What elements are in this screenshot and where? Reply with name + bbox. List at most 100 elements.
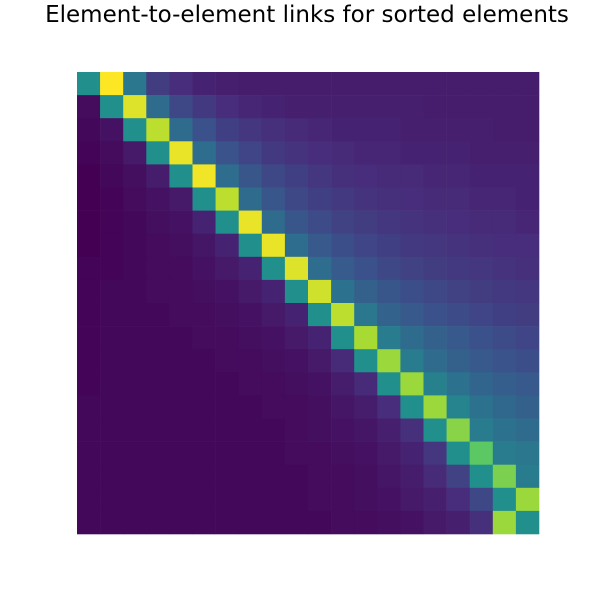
heatmap-cell	[400, 510, 424, 535]
heatmap-cell	[169, 233, 193, 258]
heatmap-cell	[100, 187, 124, 211]
heatmap-cell	[400, 187, 424, 211]
heatmap-cell	[284, 210, 309, 234]
heatmap-cell	[238, 326, 263, 350]
heatmap-cell	[469, 372, 494, 396]
heatmap-cell	[492, 487, 517, 512]
heatmap-cell	[100, 510, 124, 535]
heatmap-cell	[377, 349, 401, 373]
heatmap-cell	[423, 418, 447, 442]
heatmap-cell	[377, 233, 401, 258]
heatmap-cell	[100, 418, 124, 442]
heatmap-cell	[284, 233, 309, 258]
heatmap-cell	[238, 395, 263, 419]
heatmap-cell	[261, 487, 286, 512]
heatmap-cell	[192, 210, 216, 234]
heatmap-cell	[169, 72, 193, 96]
heatmap-cell	[284, 487, 309, 512]
heatmap-cell	[377, 95, 401, 119]
heatmap-cell	[354, 256, 378, 281]
heatmap-cell	[215, 303, 239, 327]
heatmap-cell	[261, 464, 286, 489]
heatmap-cell	[146, 95, 170, 119]
heatmap-cell	[400, 141, 424, 165]
heatmap-cell	[261, 210, 286, 234]
heatmap-cell	[238, 95, 263, 119]
heatmap-cell	[215, 187, 239, 211]
heatmap-cell	[192, 118, 216, 142]
heatmap-cell	[146, 418, 170, 442]
heatmap-cell	[238, 510, 263, 535]
heatmap-cell	[261, 72, 286, 96]
heatmap-cell	[169, 326, 193, 350]
heatmap-cell	[377, 118, 401, 142]
heatmap-cell	[377, 164, 401, 188]
heatmap-cell	[146, 141, 170, 165]
heatmap-cell	[354, 118, 378, 142]
heatmap-cell	[515, 118, 540, 142]
heatmap-cell	[308, 303, 332, 327]
heatmap-cell	[100, 395, 124, 419]
heatmap-cell	[215, 256, 239, 281]
heatmap-cell	[123, 118, 147, 142]
heatmap-cell	[446, 349, 470, 373]
heatmap-cell	[77, 141, 101, 165]
heatmap-cell	[238, 118, 263, 142]
heatmap-cell	[308, 72, 332, 96]
heatmap-cell	[192, 164, 216, 188]
heatmap-cell	[308, 141, 332, 165]
heatmap-cell	[192, 279, 216, 304]
heatmap-cell	[215, 395, 239, 419]
heatmap-cell	[146, 349, 170, 373]
heatmap-cell	[192, 395, 216, 419]
heatmap-cell	[446, 118, 470, 142]
heatmap-cell	[238, 349, 263, 373]
heatmap-cell	[169, 395, 193, 419]
heatmap-cell	[146, 303, 170, 327]
heatmap-cell	[123, 95, 147, 119]
chart-title: Element-to-element links for sorted elem…	[45, 2, 569, 28]
heatmap-cell	[400, 279, 424, 304]
heatmap-cell	[354, 72, 378, 96]
heatmap-cell	[284, 256, 309, 281]
heatmap-cell	[492, 349, 517, 373]
heatmap-cell	[469, 141, 494, 165]
heatmap-cell	[192, 326, 216, 350]
heatmap-cell	[215, 72, 239, 96]
heatmap-cell	[192, 441, 216, 465]
heatmap-cell	[354, 395, 378, 419]
heatmap-cell	[515, 279, 540, 304]
heatmap-cell	[146, 187, 170, 211]
heatmap-cell	[169, 210, 193, 234]
heatmap-cell	[100, 72, 124, 96]
heatmap-cell	[238, 164, 263, 188]
heatmap-cell	[123, 187, 147, 211]
heatmap-cell	[446, 279, 470, 304]
heatmap-cell	[192, 233, 216, 258]
heatmap-cell	[261, 95, 286, 119]
heatmap-cell	[123, 210, 147, 234]
heatmap-cell	[192, 141, 216, 165]
heatmap-cell	[238, 441, 263, 465]
heatmap-cell	[354, 210, 378, 234]
heatmap-cell	[238, 141, 263, 165]
heatmap-cell	[331, 233, 355, 258]
heatmap-cell	[77, 95, 101, 119]
heatmap-cell	[192, 464, 216, 489]
heatmap-cell	[377, 487, 401, 512]
heatmap-cell	[284, 510, 309, 535]
heatmap-cell	[331, 441, 355, 465]
heatmap-cell	[169, 441, 193, 465]
heatmap-cell	[261, 418, 286, 442]
heatmap-cell	[515, 487, 540, 512]
heatmap-cell	[192, 372, 216, 396]
heatmap-cell	[77, 233, 101, 258]
heatmap-cell	[77, 187, 101, 211]
heatmap-cell	[308, 164, 332, 188]
heatmap-cell	[261, 372, 286, 396]
heatmap-cell	[331, 164, 355, 188]
heatmap-cell	[515, 210, 540, 234]
heatmap-cell	[400, 418, 424, 442]
heatmap-cell	[284, 95, 309, 119]
heatmap-cell	[331, 118, 355, 142]
